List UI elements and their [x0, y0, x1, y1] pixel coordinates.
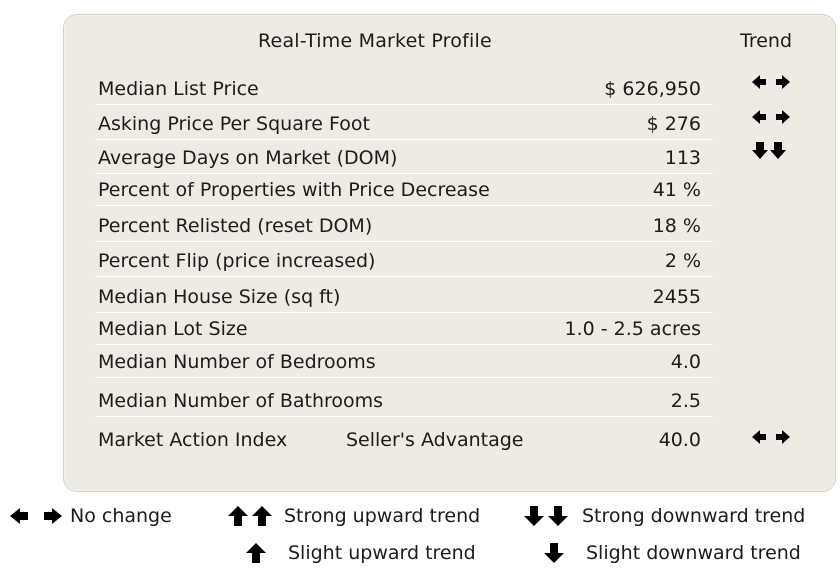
- legend-label: Slight downward trend: [586, 542, 801, 564]
- no-change-icon: [752, 73, 792, 95]
- table-row: Median House Size (sq ft) 2455: [95, 278, 713, 313]
- table-row: Average Days on Market (DOM) 113: [95, 139, 713, 174]
- row-label: Average Days on Market (DOM): [98, 147, 398, 169]
- row-value: 18 %: [652, 215, 701, 237]
- row-label: Median Number of Bedrooms: [98, 351, 376, 373]
- legend-strong-up: Strong upward trend: [228, 505, 480, 527]
- row-value: 2 %: [664, 250, 701, 272]
- table-row: Percent of Properties with Price Decreas…: [95, 171, 713, 206]
- table-row: Median Number of Bathrooms 2.5: [95, 382, 713, 417]
- legend-no-change: No change: [10, 505, 172, 527]
- table-row: Median Lot Size 1.0 - 2.5 acres: [95, 310, 713, 345]
- row-value: $ 626,950: [604, 78, 701, 100]
- strong-upward-icon: [228, 506, 272, 526]
- legend-label: Slight upward trend: [288, 542, 476, 564]
- table-row: Median List Price $ 626,950: [95, 70, 713, 105]
- legend-label: Strong upward trend: [284, 505, 481, 527]
- no-change-icon: [752, 108, 792, 130]
- row-label: Median Lot Size: [98, 318, 248, 340]
- no-change-icon: [10, 508, 62, 524]
- slight-upward-icon: [246, 543, 266, 563]
- table-row: Percent Relisted (reset DOM) 18 %: [95, 207, 713, 242]
- legend-slight-up: Slight upward trend: [246, 542, 476, 564]
- legend-strong-down: Strong downward trend: [524, 505, 805, 527]
- strong-downward-icon: [524, 506, 568, 526]
- row-label: Median Number of Bathrooms: [98, 390, 384, 412]
- legend-slight-down: Slight downward trend: [544, 542, 801, 564]
- row-value: 40.0: [658, 429, 701, 451]
- table-row: Market Action Index Seller's Advantage 4…: [95, 421, 713, 455]
- row-label: Median List Price: [98, 78, 259, 100]
- row-value: 2.5: [670, 390, 701, 412]
- row-value: 41 %: [652, 179, 701, 201]
- legend-label: No change: [70, 505, 172, 527]
- row-value: $ 276: [646, 113, 701, 135]
- table-row: Percent Flip (price increased) 2 %: [95, 242, 713, 277]
- row-sublabel: Seller's Advantage: [346, 429, 524, 451]
- table-row: Asking Price Per Square Foot $ 276: [95, 105, 713, 140]
- row-value: 113: [664, 147, 701, 169]
- row-value: 1.0 - 2.5 acres: [564, 318, 701, 340]
- strong-downward-icon: [752, 141, 792, 163]
- row-value: 2455: [652, 286, 701, 308]
- row-label: Market Action Index: [98, 429, 288, 451]
- slight-downward-icon: [544, 543, 564, 563]
- no-change-icon: [752, 428, 792, 450]
- row-label: Percent of Properties with Price Decreas…: [98, 179, 490, 201]
- legend-label: Strong downward trend: [582, 505, 806, 527]
- table-title: Real-Time Market Profile: [258, 30, 492, 52]
- row-value: 4.0: [670, 351, 701, 373]
- row-label: Percent Flip (price increased): [98, 250, 376, 272]
- table-row: Median Number of Bedrooms 4.0: [95, 343, 713, 378]
- trend-column-header: Trend: [740, 30, 792, 52]
- row-label: Percent Relisted (reset DOM): [98, 215, 373, 237]
- row-label: Asking Price Per Square Foot: [98, 113, 370, 135]
- row-label: Median House Size (sq ft): [98, 286, 341, 308]
- market-profile-panel: [63, 14, 836, 492]
